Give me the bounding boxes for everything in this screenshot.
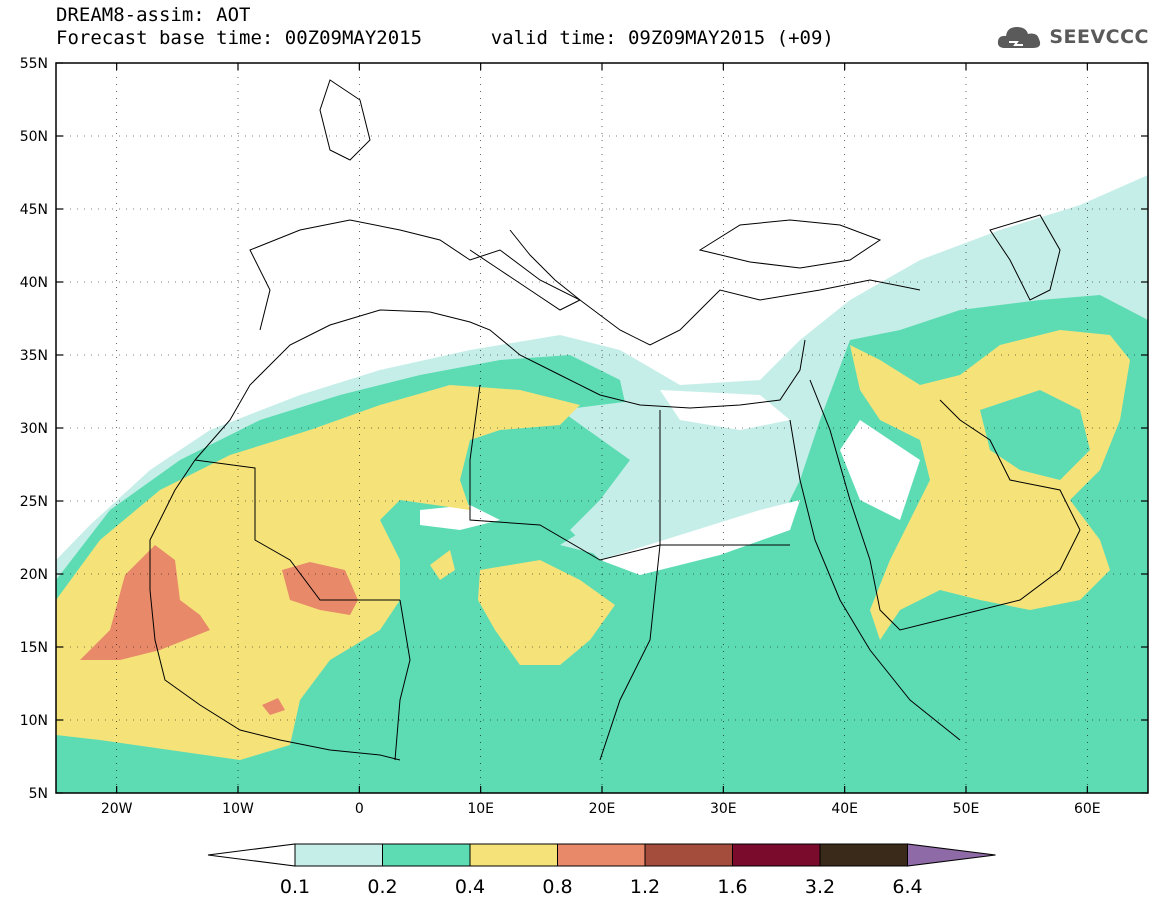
colorbar: 0.1 0.2 0.4 0.8 1.2 1.6 3.2 6.4 xyxy=(207,843,996,898)
lon-tick-label: 60E xyxy=(1074,801,1101,817)
lon-tick-label: 0 xyxy=(355,801,364,817)
black-sea-coast xyxy=(698,219,882,269)
italy-coast xyxy=(469,229,581,311)
axis-ticks: 55N 50N 45N 40N 35N 30N 25N 20N 15N 10N 5N 20W 10W 0 1… xyxy=(20,56,1148,817)
time-info: Forecast base time: 00Z09MAY2015 valid t… xyxy=(56,27,834,50)
cloud-icon xyxy=(998,27,1041,48)
aot-gap-white-1 xyxy=(420,505,500,530)
aot-arabia-green-gap xyxy=(980,390,1090,480)
colorbar-label: 1.6 xyxy=(717,876,747,898)
caspian-coast xyxy=(989,214,1061,301)
lat-tick-label: 15N xyxy=(20,640,48,656)
red-sea-coast-west xyxy=(789,419,961,741)
colorbar-label: 0.4 xyxy=(455,876,485,898)
aot-contour-0.8-small xyxy=(262,698,285,715)
lat-tick-label: 50N xyxy=(20,129,48,145)
lon-tick-label: 50E xyxy=(953,801,980,817)
colorbar-under xyxy=(207,843,296,867)
lon-tick-label: 20W xyxy=(101,801,133,817)
base-time: Forecast base time: 00Z09MAY2015 xyxy=(56,27,423,49)
border-4 xyxy=(394,599,411,761)
aot-gap-white-3 xyxy=(840,420,920,520)
colorbar-label: 3.2 xyxy=(805,876,835,898)
lat-tick-label: 35N xyxy=(20,348,48,364)
lon-tick-label: 40E xyxy=(831,801,858,817)
lat-tick-label: 20N xyxy=(20,567,48,583)
map-title: DREAM8-assim: AOT xyxy=(56,4,251,26)
colorbar-segment xyxy=(294,843,383,867)
lat-tick-label: 5N xyxy=(29,786,48,802)
uk-coast xyxy=(319,79,371,161)
valid-time: valid time: 09Z09MAY2015 (+09) xyxy=(490,27,834,49)
colorbar-over xyxy=(907,843,996,867)
aot-contour-0.4-chad xyxy=(478,560,615,665)
colorbar-label: 6.4 xyxy=(892,876,922,898)
logo-text: SEEVCCC xyxy=(1049,26,1149,48)
lat-tick-label: 45N xyxy=(20,202,48,218)
lat-tick-label: 55N xyxy=(20,56,48,72)
border-3 xyxy=(599,410,661,761)
lon-tick-label: 20E xyxy=(589,801,616,817)
colorbar-label: 0.8 xyxy=(542,876,572,898)
lon-tick-label: 30E xyxy=(710,801,737,817)
lon-tick-label: 10E xyxy=(467,801,494,817)
colorbar-segment xyxy=(382,843,471,867)
graticule xyxy=(56,63,1148,793)
colorbar-segment xyxy=(469,843,558,867)
colorbar-label: 1.2 xyxy=(630,876,660,898)
aot-gap-white-4 xyxy=(660,390,790,430)
north-africa-coast xyxy=(194,309,806,461)
europe-coast xyxy=(249,219,921,346)
colorbar-segment xyxy=(644,843,733,867)
coastlines xyxy=(149,79,1081,761)
arabia-coast xyxy=(809,379,1081,631)
lat-tick-label: 10N xyxy=(20,713,48,729)
lat-tick-label: 30N xyxy=(20,421,48,437)
lon-tick-label: 10W xyxy=(222,801,254,817)
colorbar-segment xyxy=(819,843,908,867)
colorbar-label: 0.2 xyxy=(367,876,397,898)
title-block: DREAM8-assim: AOT Forecast base time: 00… xyxy=(56,4,834,50)
lat-tick-label: 25N xyxy=(20,494,48,510)
border-1 xyxy=(194,459,400,601)
colorbar-label: 0.1 xyxy=(280,876,310,898)
aot-contour-0.8-mauritania xyxy=(80,545,210,660)
lat-tick-label: 40N xyxy=(20,275,48,291)
colorbar-segment xyxy=(557,843,646,867)
aot-contour-0.2 xyxy=(56,295,1148,793)
aot-gap-white-2 xyxy=(600,500,800,575)
seevccc-logo: SEEVCCC xyxy=(995,22,1149,52)
colorbar-segment xyxy=(732,843,821,867)
west-africa-coast xyxy=(149,459,401,761)
aot-contour-0.4-small xyxy=(430,550,455,580)
